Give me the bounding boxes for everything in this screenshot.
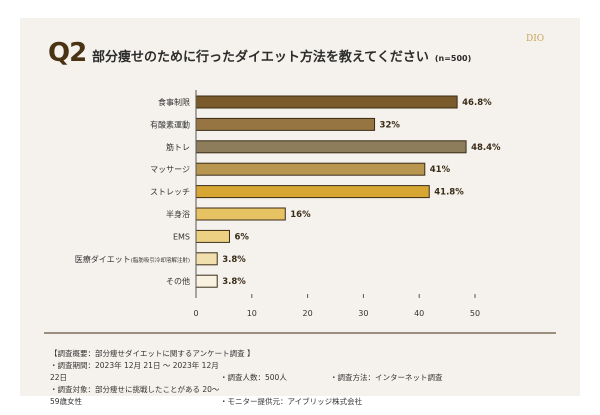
- data-label: 3.8%: [222, 277, 246, 287]
- bar: [195, 140, 467, 154]
- category-label: 半身浴: [166, 209, 190, 219]
- x-tick-label: 50: [470, 309, 480, 318]
- x-tick-label: 10: [247, 309, 257, 318]
- data-label: 46.8%: [462, 98, 492, 108]
- survey-method: ・調査方法：インターネット調査: [330, 373, 443, 382]
- x-tick-label: 40: [414, 309, 424, 318]
- survey-summary: 【調査概要：部分痩せダイエットに関するアンケート調査 】 ・調査期間：2023年…: [50, 348, 443, 408]
- category-label: ストレッチ: [150, 188, 190, 197]
- survey-target: ・調査対象：部分痩せに挑戦したことがある 20～ 59歳女性: [50, 385, 220, 406]
- survey-period: ・調査期間：2023年 12月 21日 ～ 2023年 12月 22日: [50, 361, 219, 382]
- category-label: 有酸素運動: [150, 119, 190, 129]
- category-label: EMS: [173, 232, 190, 241]
- data-label: 41%: [430, 165, 451, 175]
- category-label: 筋トレ: [166, 142, 190, 152]
- category-label: 医療ダイエット(脂肪吸引冷却溶解注射): [75, 254, 190, 264]
- category-label: マッサージ: [150, 165, 190, 174]
- bar: [195, 117, 376, 131]
- survey-count: ・調査人数：500人: [220, 373, 287, 382]
- bar: [195, 95, 458, 109]
- data-label: 48.4%: [471, 143, 501, 153]
- category-label: その他: [166, 276, 190, 286]
- data-label: 3.8%: [222, 255, 246, 265]
- logo: DIO: [526, 34, 545, 44]
- data-label: 32%: [380, 120, 401, 130]
- data-label: 16%: [290, 210, 311, 220]
- survey-provider: ・モニター提供元：アイブリッジ株式会社: [220, 397, 363, 406]
- data-label: 6%: [234, 232, 249, 242]
- summary-heading: 【調査概要：部分痩せダイエットに関するアンケート調査 】: [50, 349, 255, 358]
- x-tick-label: 0: [193, 309, 198, 318]
- bar: [195, 162, 426, 176]
- data-label: 41.8%: [434, 188, 464, 198]
- title-text: 部分痩せのために行ったダイエット方法を教えてください: [92, 50, 429, 65]
- bar: [195, 252, 218, 266]
- bar: [195, 274, 218, 288]
- x-tick-label: 20: [303, 309, 313, 318]
- question-number: Q2: [48, 38, 87, 68]
- sample-size: (n=500): [434, 54, 472, 63]
- bar: [195, 207, 286, 221]
- bar: [195, 185, 430, 199]
- bar: [195, 229, 230, 243]
- category-label: 食事制限: [158, 97, 190, 107]
- chart-title: 部分痩せのために行ったダイエット方法を教えてください (n=500): [92, 46, 471, 65]
- x-tick-label: 30: [358, 309, 368, 318]
